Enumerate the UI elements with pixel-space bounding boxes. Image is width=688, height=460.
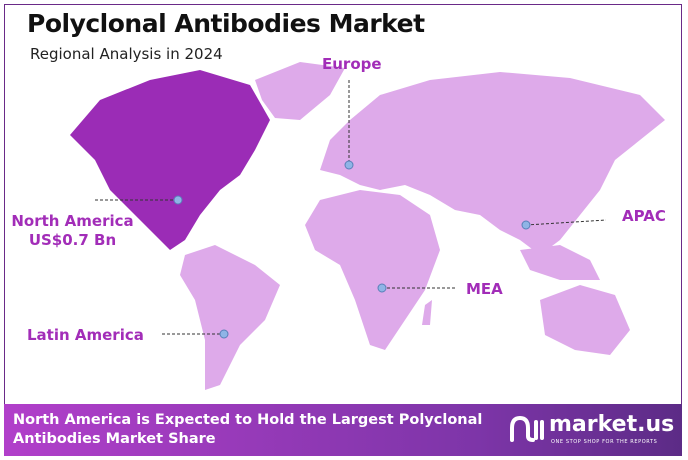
logo-name: market.us [549,412,675,437]
logo-icon [510,415,544,442]
label-apac: APAC [622,207,666,225]
north-america-name: North America [11,212,134,230]
leader-lines [95,80,607,335]
label-mea: MEA [466,280,503,298]
page-title: Polyclonal Antibodies Market [27,9,425,38]
north-america-value: US$0.7 Bn [28,231,117,249]
mea-marker [377,283,387,293]
region-markers [173,160,531,339]
label-north-america: North America US$0.7 Bn [10,212,135,250]
north-america-marker [173,195,183,205]
latin-america-marker [219,329,229,339]
australia [540,285,630,355]
madagascar [422,300,432,325]
logo-tagline: ONE STOP SHOP FOR THE REPORTS [551,439,658,445]
page-subtitle: Regional Analysis in 2024 [30,45,223,63]
other-continents [180,62,665,390]
apac-marker [521,220,531,230]
southeast-asia [520,245,600,280]
greenland [255,62,345,120]
europe-marker [344,160,354,170]
north-america [70,70,270,250]
label-latin-america: Latin America [27,326,144,344]
footer-banner: North America is Expected to Hold the La… [4,404,682,456]
africa [305,190,440,350]
footer-text: North America is Expected to Hold the La… [13,412,483,447]
market-us-logo: market.us ONE STOP SHOP FOR THE REPORTS [509,412,674,448]
eurasia [320,72,665,255]
south-america [180,245,280,390]
label-europe: Europe [322,55,382,73]
